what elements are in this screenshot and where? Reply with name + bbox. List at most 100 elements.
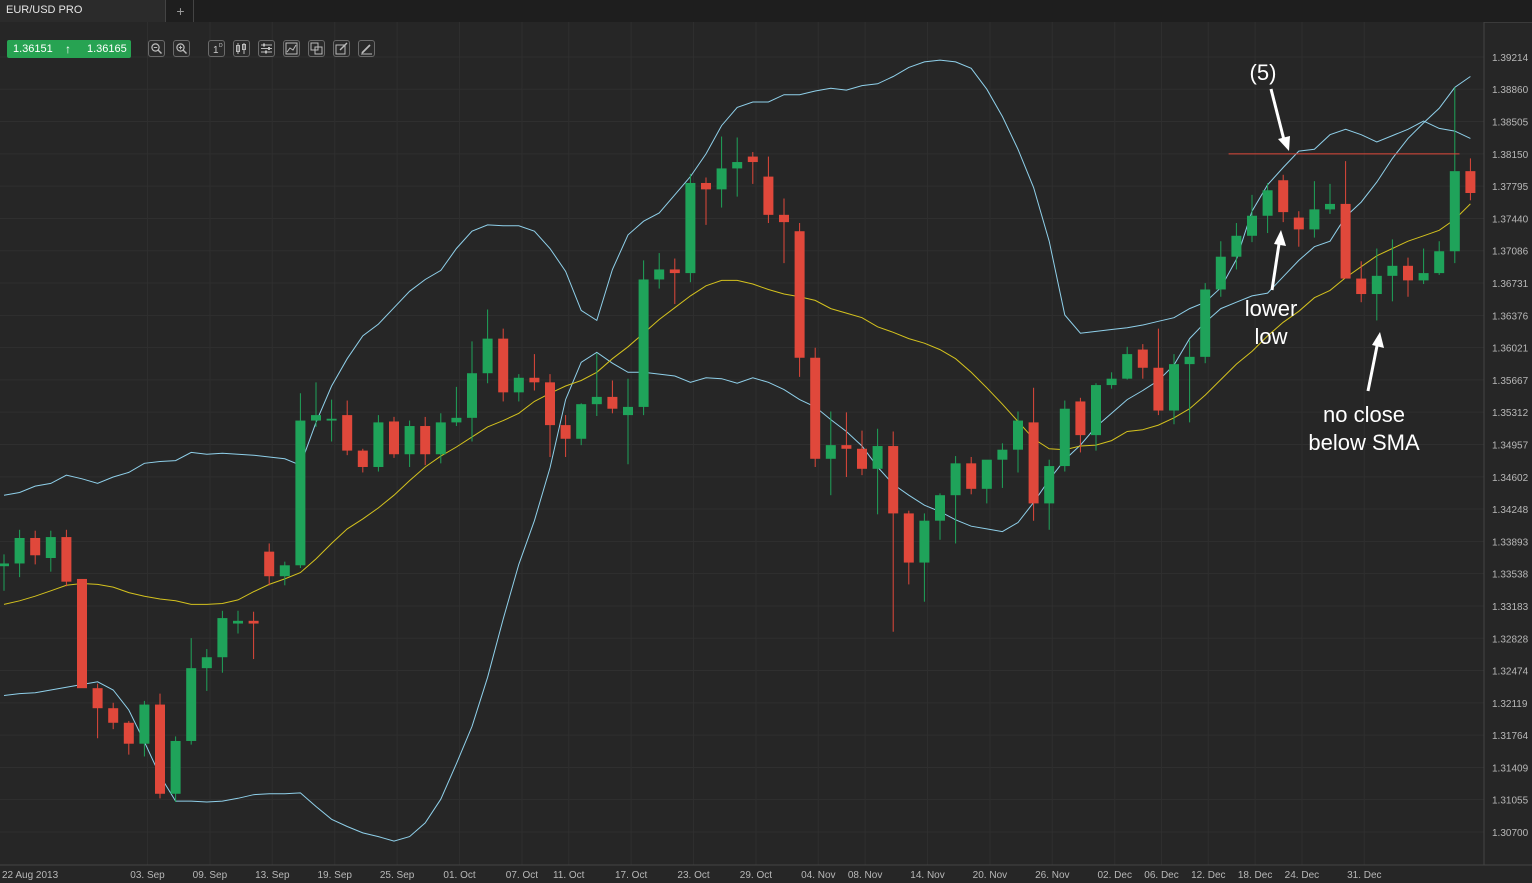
candle-body	[248, 620, 259, 624]
candle-bear	[857, 430, 867, 476]
arrow-up-icon: ↑	[65, 42, 71, 56]
candle-body	[669, 269, 680, 274]
candle-body	[435, 422, 446, 455]
candle-bull	[1200, 283, 1211, 364]
candle-body	[326, 418, 337, 421]
candle-bear	[264, 543, 275, 586]
candle-bull	[1106, 372, 1117, 389]
candle-bear	[248, 611, 259, 660]
candle-body	[482, 338, 493, 374]
candle-bull	[45, 530, 56, 572]
candle-body	[311, 415, 321, 421]
candle-bull	[311, 382, 321, 427]
x-tick-label: 14. Nov	[910, 870, 944, 881]
candle-body	[1278, 180, 1289, 213]
candle-body	[1403, 265, 1413, 281]
arrow-5-shaft	[1269, 88, 1286, 141]
candle-body	[0, 563, 9, 567]
y-tick-label: 1.38150	[1492, 150, 1529, 161]
arrow-sma-shaft	[1366, 345, 1379, 392]
candle-body	[981, 459, 992, 489]
candle-bull	[373, 415, 384, 472]
candle-body	[1356, 278, 1367, 295]
candle-bear	[1028, 387, 1039, 521]
candle-bull	[1184, 340, 1195, 423]
candle-bear	[155, 693, 165, 799]
candle-bull	[14, 529, 25, 578]
candle-bull	[1215, 241, 1226, 297]
price-chart[interactable]: 1.39214 1.38860 1.38505 1.38150 1.37795 1.374…	[0, 22, 1532, 883]
candle-body	[997, 449, 1008, 460]
zoom-in-icon[interactable]	[173, 40, 190, 57]
candle-body	[1169, 364, 1179, 411]
quote-box[interactable]: 1.36151 ↑ 1.36165	[7, 40, 131, 58]
candle-body	[841, 445, 852, 449]
candle-bull	[1371, 248, 1382, 321]
candle-body	[747, 156, 758, 163]
draw-icon[interactable]	[358, 40, 375, 57]
zoom-out-icon[interactable]	[148, 40, 165, 57]
candle-bear	[903, 510, 914, 585]
candle-bull	[201, 649, 212, 691]
candle-bull	[1231, 223, 1242, 270]
candle-bear	[841, 412, 852, 477]
candle-bear	[810, 347, 821, 467]
tab-eurusd[interactable]: EUR/USD PRO	[0, 0, 166, 22]
bollinger-bands	[3, 59, 1471, 842]
candle-bear	[1137, 344, 1148, 379]
candle-body	[186, 668, 197, 741]
candle-body	[279, 565, 290, 577]
candle-body	[732, 162, 743, 169]
x-tick-label: 08. Nov	[848, 870, 882, 881]
candle-body	[123, 722, 134, 744]
x-tick-label: 07. Oct	[506, 870, 538, 881]
arrow-5-head	[1278, 136, 1290, 151]
candle-bear	[1356, 261, 1367, 303]
candle-bear	[389, 416, 399, 458]
indicators-icon[interactable]	[258, 40, 275, 57]
candles-icon[interactable]	[233, 40, 250, 57]
annotation-lower-line2: low	[1254, 324, 1287, 349]
y-tick-label: 1.32828	[1492, 634, 1529, 645]
candle-body	[607, 396, 618, 409]
candle-body	[919, 520, 930, 563]
candle-body	[451, 417, 462, 423]
x-tick-label: 03. Sep	[130, 870, 165, 881]
upper-band-line	[3, 59, 1471, 496]
y-tick-label: 1.31409	[1492, 763, 1529, 774]
candle-bull	[716, 136, 727, 208]
candle-bull	[1418, 248, 1429, 285]
candle-body	[716, 168, 727, 190]
candle-body	[92, 688, 103, 709]
edit-icon[interactable]	[333, 40, 350, 57]
y-tick-label: 1.34957	[1492, 441, 1529, 452]
annotation-lower-line1: lower	[1245, 296, 1298, 321]
candle-body	[1184, 356, 1195, 365]
candle-bull	[467, 341, 477, 442]
candle-bull	[1169, 354, 1179, 425]
candle-body	[1434, 251, 1445, 274]
add-tab-button[interactable]: +	[168, 0, 194, 22]
sma-line	[3, 203, 1471, 605]
y-tick-label: 1.35667	[1492, 376, 1529, 387]
candle-body	[1153, 367, 1164, 411]
arrow-lowerlow-head	[1274, 230, 1286, 246]
candle-bull	[732, 137, 743, 197]
candle-body	[872, 446, 883, 469]
candle-body	[420, 426, 431, 455]
candle-bull	[1247, 194, 1257, 243]
candle-body	[1059, 408, 1070, 467]
candle-bear	[357, 448, 368, 473]
candle-bull	[1449, 87, 1460, 264]
chart-type-icon[interactable]	[283, 40, 300, 57]
candle-body	[638, 279, 649, 407]
candle-bear	[77, 578, 87, 689]
candle-body	[513, 377, 524, 393]
candle-body	[498, 338, 509, 393]
candle-body	[201, 657, 212, 669]
candle-bull	[435, 413, 446, 464]
candle-bear	[779, 198, 789, 264]
x-tick-label: 11. Oct	[553, 870, 585, 881]
objects-icon[interactable]	[308, 40, 325, 57]
